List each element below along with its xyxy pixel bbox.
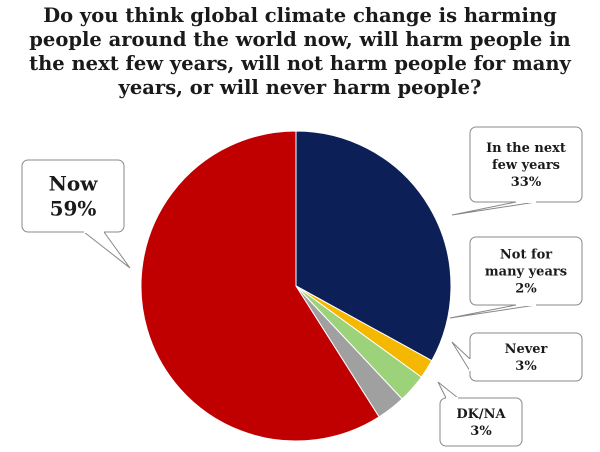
callout-label: many years	[485, 265, 567, 280]
callout-label: few years	[492, 158, 560, 173]
callout-not-for-many-years: Not for many years 2%	[449, 236, 583, 319]
callout-pointer	[451, 201, 537, 216]
chart-title-line: the next few years, will not harm people…	[29, 52, 571, 75]
chart-title-line: years, or will never harm people?	[118, 76, 482, 99]
callout-box	[21, 159, 125, 233]
callout-value: 33%	[511, 175, 542, 190]
pie-slice-now	[140, 130, 380, 442]
callout-label: Now	[49, 172, 99, 196]
callout-box	[439, 397, 523, 447]
callout-value: 3%	[515, 359, 537, 374]
callout-label: Never	[505, 342, 548, 357]
callout-value: 2%	[515, 282, 537, 297]
callout-value: 3%	[470, 424, 492, 439]
chart-title: Do you think global climate change is ha…	[0, 4, 600, 100]
callout-label: Not for	[500, 248, 552, 263]
callout-pointer	[449, 304, 537, 319]
callout-pointer	[451, 341, 471, 372]
callout-label: In the next	[486, 141, 566, 156]
callout-label: DK/NA	[456, 407, 506, 422]
callout-never: Never 3%	[451, 332, 583, 382]
callout-value: 59%	[50, 197, 97, 221]
callout-in-the-next-few-years: In the next few years 33%	[451, 126, 583, 216]
chart-title-line: people around the world now, will harm p…	[29, 28, 571, 51]
callout-box	[469, 332, 583, 382]
callout-dk-na: DK/NA 3%	[437, 381, 523, 447]
chart-title-line: Do you think global climate change is ha…	[43, 4, 557, 27]
callout-pointer	[437, 381, 459, 399]
pie-slice-in-the-next-few-years	[295, 130, 452, 362]
callout-pointer	[83, 231, 131, 269]
